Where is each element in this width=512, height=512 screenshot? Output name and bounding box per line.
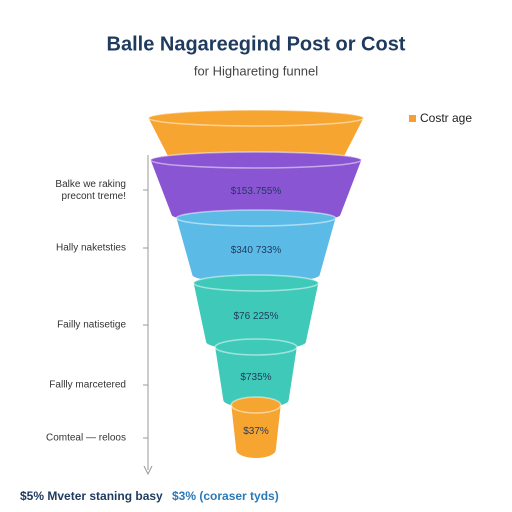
funnel-stage bbox=[215, 347, 297, 408]
footer-text: $5% Mveter staning basy bbox=[20, 489, 163, 503]
funnel-stage bbox=[231, 405, 281, 458]
category-label: Failly natisetige bbox=[57, 320, 126, 331]
stage-label: $76 225% bbox=[233, 311, 278, 322]
funnel-stage-top bbox=[192, 274, 320, 292]
stage-label: $153.755% bbox=[231, 186, 282, 197]
stage-label: $340 733% bbox=[231, 245, 282, 256]
category-label: Comteal — reloos bbox=[46, 433, 126, 444]
funnel-stage bbox=[176, 218, 336, 283]
chart-subtitle: for Highareting funnel bbox=[194, 63, 318, 78]
axis-arrow bbox=[143, 465, 153, 476]
footer-text: $3% (coraser tyds) bbox=[172, 489, 279, 503]
funnel-stage-top bbox=[230, 396, 282, 414]
category-label: Fallly marcetered bbox=[49, 380, 126, 391]
funnel-stage-top bbox=[214, 338, 298, 356]
category-label: Balke we raking precont treme! bbox=[55, 179, 126, 202]
category-label: Hally naketsties bbox=[56, 243, 126, 254]
stage-label: $735% bbox=[240, 372, 271, 383]
legend-label: Costr age bbox=[420, 111, 472, 125]
funnel-stage bbox=[193, 283, 319, 350]
legend-swatch bbox=[409, 115, 416, 122]
chart-title: Balle Nagareegind Post or Cost bbox=[107, 33, 406, 55]
funnel-stage-top bbox=[147, 109, 365, 127]
stage-label: $37% bbox=[243, 426, 269, 437]
funnel-stage-top bbox=[149, 151, 363, 169]
funnel-stage bbox=[150, 160, 362, 223]
funnel-stage-top bbox=[175, 209, 337, 227]
